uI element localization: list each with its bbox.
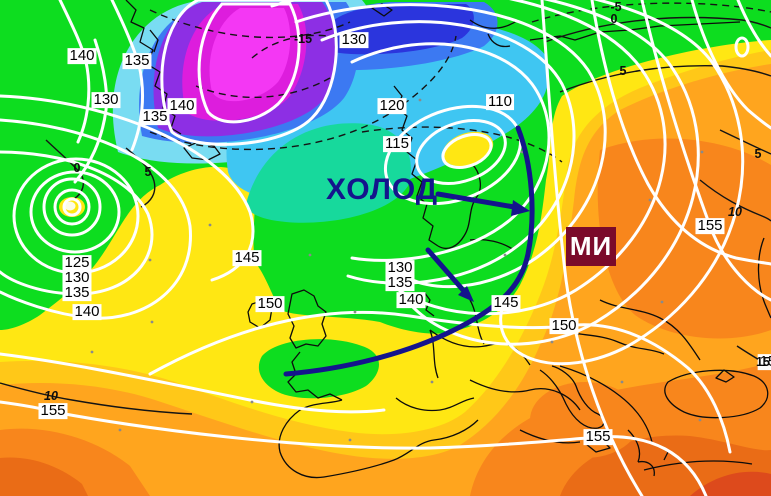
fill-teal [246, 123, 411, 223]
height-contour-label: 155 [695, 217, 725, 235]
height-contour-label: 115 [383, 135, 411, 153]
height-contour-label: 140 [396, 291, 426, 309]
contour-145 [222, 0, 745, 366]
coast-adriatic [559, 365, 653, 443]
height-contour-label: 155 [38, 402, 68, 420]
temp-contour-label: 5 [619, 63, 627, 78]
height-contour-label: 145 [232, 249, 262, 267]
isotherm-minus15-dashed [251, 34, 363, 59]
isotherm-10-east [699, 179, 771, 222]
height-contour-label: 130 [91, 91, 121, 109]
contour-150-central [148, 310, 732, 454]
advection-arrow-east-head [511, 200, 530, 216]
height-contour-label: 135 [122, 52, 152, 70]
height-contour-label: 130 [385, 259, 415, 277]
coast-britain [287, 289, 327, 349]
contour-scand-low-1 [441, 133, 493, 169]
height-contour-label: 150 [255, 295, 285, 313]
contour-ridge-3-155 [640, 0, 771, 302]
height-contour-label: 120 [377, 97, 407, 115]
temp-contour-label: 10 [728, 204, 742, 219]
temp-contour-label: 5 [754, 146, 762, 161]
coast-turkey [643, 460, 753, 471]
advection-arrow-south-head [458, 286, 474, 302]
contour-atlantic-low-1 [62, 197, 82, 217]
height-contour-label: 150 [549, 317, 579, 335]
coast-white-sea [469, 19, 519, 48]
isotherm-dashed-arctic-2 [149, 35, 457, 151]
contour-135-west [0, 150, 154, 296]
fill-corner-red [690, 471, 771, 496]
coast-iberia [278, 399, 479, 479]
temp-contour-label: 10 [44, 388, 58, 403]
contour-ridge-5 [736, 0, 771, 58]
isotherm-minus5-dashed [531, 2, 771, 23]
contour-atlantic-low-4 [29, 170, 121, 254]
border-central-2 [469, 379, 581, 411]
advection-arrow-south-shaft [425, 247, 466, 293]
isotherm-dashed-greenland [195, 77, 331, 99]
coast-gulf-finland [469, 238, 515, 251]
contour-125 [320, 20, 576, 285]
temp-contour-label: 0 [610, 11, 618, 26]
contour-ridge-2 [590, 0, 771, 266]
contour-greenland-inner [197, 2, 301, 124]
height-contour-label: 135 [385, 274, 415, 292]
coast-greenland [125, 0, 182, 135]
region-label-box: МИ [566, 227, 616, 266]
contour-greenland-outer [160, 0, 338, 146]
height-contour-label: 155 [583, 428, 613, 446]
border-rhine [429, 329, 439, 379]
coast-crimea [715, 369, 735, 383]
cold-annotation: ХОЛОД [326, 173, 439, 206]
isotherm-10-southwest [0, 382, 193, 415]
height-contour-label: 130 [62, 269, 92, 287]
height-contour-label: 140 [167, 97, 197, 115]
fill-magenta-core [209, 8, 291, 102]
coast-greenland-2 [149, 29, 159, 53]
contour-scand-low-2 [415, 119, 507, 185]
dashed-isotherms [149, 2, 771, 163]
temp-contour-label: -5 [610, 0, 622, 14]
fill-bottom-left-dark [0, 457, 88, 496]
temp-contour-label: 15 [756, 354, 770, 369]
contour-atlantic-low-3 [42, 177, 102, 237]
height-contour-label: 140 [72, 303, 102, 321]
temp-contour-label: -15 [293, 31, 313, 46]
isotherm-5-east [719, 129, 771, 155]
height-contour-label: 140 [67, 47, 97, 65]
height-contour-label: 125 [62, 254, 92, 272]
contour-ridge-4 [690, 0, 771, 130]
advection-arrow-east-shaft [435, 191, 517, 210]
isotherm-5-northeast [559, 65, 771, 93]
fill-low-core-atlantic-center [64, 201, 76, 211]
coast-france [287, 351, 343, 401]
coast-baltic [437, 163, 482, 250]
height-contour-label: 135 [140, 108, 170, 126]
contour-140-west [0, 118, 192, 320]
temp-contour-label: 5 [144, 164, 152, 179]
contour-small-ne [734, 36, 750, 58]
height-contour-label: 130 [339, 31, 369, 49]
contour-nw-3 [73, 38, 109, 184]
contour-atlantic-low-2 [53, 188, 91, 226]
isotherm-dashed-scandinavia [361, 126, 563, 163]
border-east-1 [599, 299, 701, 361]
contour-130 [294, 3, 607, 289]
coast-black-sea [664, 369, 769, 419]
contour-southwest [0, 352, 386, 414]
coast-south-france [395, 397, 475, 412]
height-contour-label: 15 [757, 354, 771, 370]
height-contour-label: 145 [491, 294, 521, 312]
temperature-contours [0, 2, 771, 415]
height-contour-label: 110 [486, 93, 514, 111]
temp-contour-label: 0 [73, 160, 81, 175]
height-contour-label: 135 [62, 284, 92, 302]
contour-140 [248, 0, 700, 346]
